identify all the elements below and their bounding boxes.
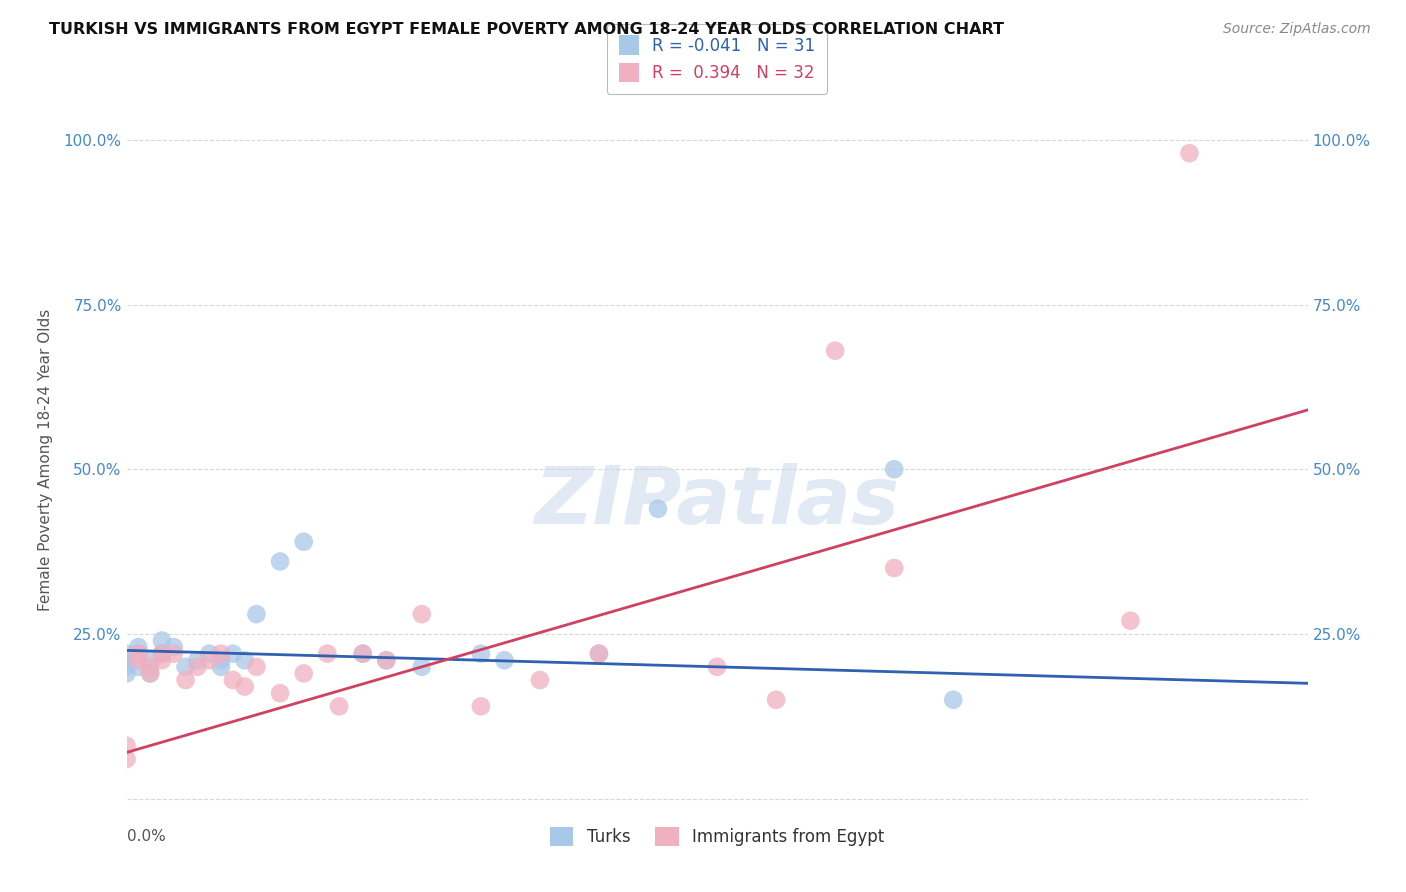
Point [824,343,846,358]
Point [352,647,374,661]
Point [883,561,905,575]
Point [174,673,197,687]
Point [209,653,232,667]
Point [186,653,208,667]
Point [222,647,245,661]
Point [328,699,350,714]
Point [127,660,149,674]
Point [115,739,138,753]
Point [470,699,492,714]
Point [127,647,149,661]
Point [292,534,315,549]
Point [942,692,965,706]
Point [139,666,162,681]
Point [127,647,149,661]
Point [883,462,905,476]
Point [139,666,162,681]
Text: ZIPatlas: ZIPatlas [534,463,900,541]
Point [316,647,339,661]
Point [269,554,291,568]
Point [269,686,291,700]
Text: TURKISH VS IMMIGRANTS FROM EGYPT FEMALE POVERTY AMONG 18-24 YEAR OLDS CORRELATIO: TURKISH VS IMMIGRANTS FROM EGYPT FEMALE … [49,22,1004,37]
Point [647,501,669,516]
Point [115,752,138,766]
Point [706,660,728,674]
Point [163,640,186,654]
Point [115,653,138,667]
Point [115,647,138,661]
Point [411,660,433,674]
Point [352,647,374,661]
Point [1119,614,1142,628]
Point [186,660,208,674]
Point [198,647,221,661]
Point [292,666,315,681]
Point [209,660,232,674]
Point [588,647,610,661]
Point [209,647,232,661]
Point [150,647,173,661]
Point [174,660,197,674]
Point [115,660,138,674]
Point [139,660,162,674]
Point [150,653,173,667]
Legend: Turks, Immigrants from Egypt: Turks, Immigrants from Egypt [543,820,891,853]
Point [765,692,787,706]
Point [411,607,433,622]
Point [588,647,610,661]
Point [233,653,256,667]
Text: Source: ZipAtlas.com: Source: ZipAtlas.com [1223,22,1371,37]
Point [115,666,138,681]
Point [139,653,162,667]
Point [375,653,398,667]
Point [233,680,256,694]
Point [150,633,173,648]
Point [1178,146,1201,161]
Point [470,647,492,661]
Y-axis label: Female Poverty Among 18-24 Year Olds: Female Poverty Among 18-24 Year Olds [38,309,52,610]
Point [127,653,149,667]
Point [245,660,267,674]
Point [198,653,221,667]
Point [127,640,149,654]
Point [245,607,267,622]
Point [529,673,551,687]
Point [494,653,516,667]
Point [163,647,186,661]
Point [222,673,245,687]
Point [375,653,398,667]
Point [150,647,173,661]
Text: 0.0%: 0.0% [127,830,166,845]
